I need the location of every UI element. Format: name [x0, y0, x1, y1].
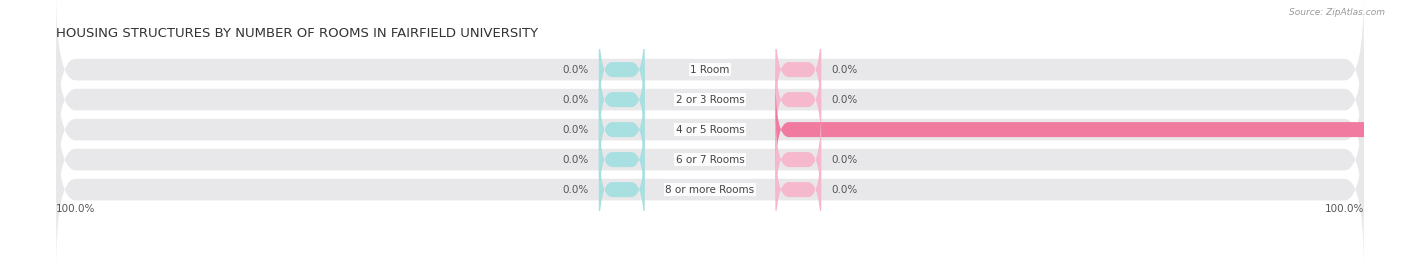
Text: 0.0%: 0.0%: [562, 65, 589, 75]
Text: 100.0%: 100.0%: [56, 204, 96, 214]
Text: 6 or 7 Rooms: 6 or 7 Rooms: [676, 155, 744, 165]
Text: 2 or 3 Rooms: 2 or 3 Rooms: [676, 94, 744, 104]
FancyBboxPatch shape: [599, 107, 644, 212]
Text: 1 Room: 1 Room: [690, 65, 730, 75]
FancyBboxPatch shape: [776, 17, 821, 122]
FancyBboxPatch shape: [56, 110, 1364, 269]
FancyBboxPatch shape: [56, 50, 1364, 209]
FancyBboxPatch shape: [599, 77, 644, 182]
Text: 0.0%: 0.0%: [562, 124, 589, 135]
Text: 0.0%: 0.0%: [562, 155, 589, 165]
Text: HOUSING STRUCTURES BY NUMBER OF ROOMS IN FAIRFIELD UNIVERSITY: HOUSING STRUCTURES BY NUMBER OF ROOMS IN…: [56, 28, 538, 40]
FancyBboxPatch shape: [599, 137, 644, 242]
Text: 100.0%: 100.0%: [1324, 204, 1364, 214]
Text: 0.0%: 0.0%: [831, 185, 858, 195]
Text: 0.0%: 0.0%: [562, 94, 589, 104]
FancyBboxPatch shape: [56, 0, 1364, 149]
FancyBboxPatch shape: [599, 17, 644, 122]
FancyBboxPatch shape: [56, 21, 1364, 179]
FancyBboxPatch shape: [776, 77, 1406, 182]
FancyBboxPatch shape: [599, 47, 644, 152]
Text: 4 or 5 Rooms: 4 or 5 Rooms: [676, 124, 744, 135]
FancyBboxPatch shape: [776, 47, 821, 152]
Text: 0.0%: 0.0%: [831, 65, 858, 75]
Text: Source: ZipAtlas.com: Source: ZipAtlas.com: [1289, 8, 1385, 17]
FancyBboxPatch shape: [56, 80, 1364, 239]
Text: 8 or more Rooms: 8 or more Rooms: [665, 185, 755, 195]
Text: 0.0%: 0.0%: [831, 94, 858, 104]
FancyBboxPatch shape: [776, 107, 821, 212]
FancyBboxPatch shape: [776, 137, 821, 242]
Text: 0.0%: 0.0%: [562, 185, 589, 195]
Text: 0.0%: 0.0%: [831, 155, 858, 165]
